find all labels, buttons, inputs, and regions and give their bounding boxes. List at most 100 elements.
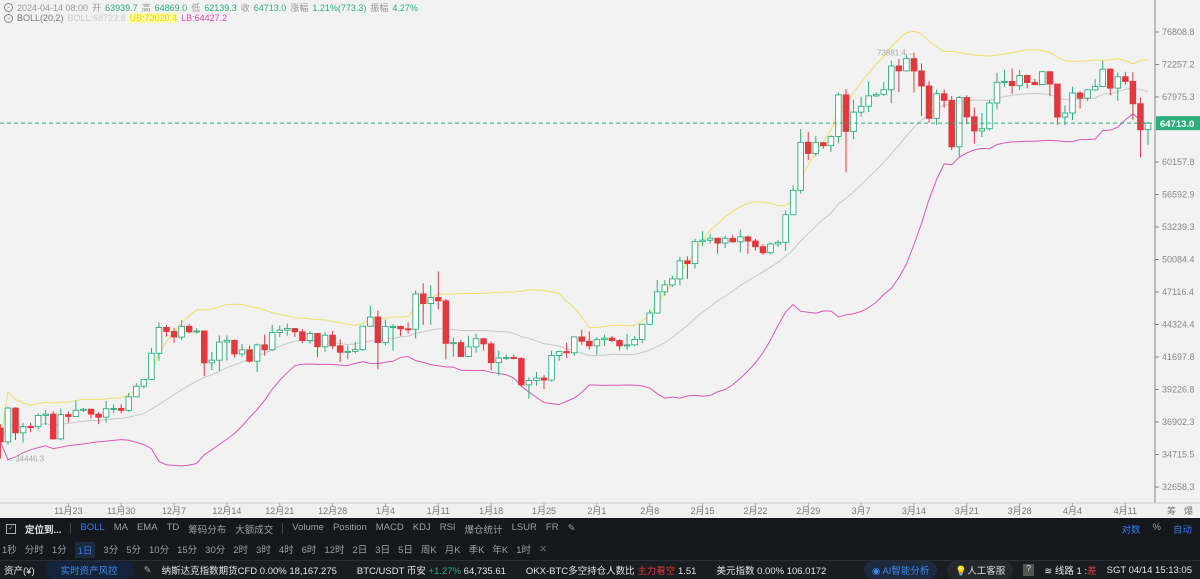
axis-corner-button[interactable]: 筹 bbox=[1167, 505, 1176, 517]
assets-label[interactable]: 资产(¥) bbox=[4, 566, 35, 577]
candle[interactable] bbox=[827, 135, 835, 152]
candle[interactable] bbox=[253, 343, 261, 373]
candle[interactable] bbox=[578, 329, 586, 345]
candle[interactable] bbox=[102, 400, 110, 423]
collapse-icon[interactable]: ⌄ bbox=[4, 3, 13, 12]
candle[interactable] bbox=[1137, 97, 1144, 158]
candle[interactable] bbox=[291, 328, 299, 337]
candle[interactable] bbox=[185, 323, 193, 334]
candle[interactable] bbox=[1039, 71, 1046, 86]
candle[interactable] bbox=[872, 92, 880, 97]
candle[interactable] bbox=[835, 92, 842, 144]
help-icon[interactable]: ? bbox=[1023, 564, 1035, 576]
interval-tab[interactable]: 5分 bbox=[126, 544, 141, 556]
candle[interactable] bbox=[284, 323, 291, 336]
percent-scale-button[interactable]: % bbox=[1152, 521, 1161, 533]
candle[interactable] bbox=[940, 89, 948, 108]
candle[interactable] bbox=[465, 335, 472, 358]
collapse-icon[interactable]: ⌄ bbox=[4, 13, 13, 23]
calendar-icon[interactable]: ✓ bbox=[6, 523, 16, 534]
indicator-筹码分布[interactable]: 筹码分布 bbox=[188, 524, 227, 536]
candle[interactable] bbox=[691, 238, 699, 269]
candle[interactable] bbox=[457, 339, 465, 358]
candle[interactable] bbox=[480, 338, 487, 351]
candle[interactable] bbox=[865, 81, 872, 113]
candle[interactable] bbox=[910, 52, 918, 93]
candle[interactable] bbox=[993, 72, 1001, 110]
candle[interactable] bbox=[888, 60, 895, 104]
candle[interactable] bbox=[548, 350, 555, 382]
candle[interactable] bbox=[857, 96, 865, 117]
boll-name[interactable]: BOLL(20,2) bbox=[17, 13, 64, 23]
candle[interactable] bbox=[306, 330, 314, 344]
candle[interactable] bbox=[986, 99, 993, 131]
candle[interactable] bbox=[163, 324, 170, 337]
candle[interactable] bbox=[706, 233, 714, 244]
interval-tab[interactable]: 6时 bbox=[301, 544, 317, 556]
candle[interactable] bbox=[472, 333, 480, 353]
candle[interactable] bbox=[1023, 74, 1031, 89]
candle[interactable] bbox=[4, 406, 12, 445]
candle[interactable] bbox=[1129, 72, 1137, 121]
candle[interactable] bbox=[314, 333, 321, 358]
candle[interactable] bbox=[117, 404, 125, 414]
pencil-icon[interactable]: ✎ bbox=[143, 564, 152, 576]
interval-tab[interactable]: 1日 bbox=[74, 541, 96, 558]
candle[interactable] bbox=[661, 280, 669, 296]
candle[interactable] bbox=[669, 275, 676, 288]
ticker-nasdaq[interactable]: 纳斯达克指数期货CFD 0.00% 18,167.275 bbox=[162, 563, 337, 577]
candle[interactable] bbox=[231, 339, 238, 358]
interval-tab[interactable]: 2时 bbox=[233, 544, 249, 556]
candle[interactable] bbox=[752, 239, 759, 251]
interval-tab[interactable]: 3日 bbox=[375, 544, 391, 556]
indicator-大额成交[interactable]: 大额成交 bbox=[235, 524, 274, 536]
interval-tab[interactable]: 3时 bbox=[256, 544, 271, 556]
candle[interactable] bbox=[268, 324, 276, 351]
candle[interactable] bbox=[631, 335, 638, 347]
candle[interactable] bbox=[805, 131, 812, 161]
axis-corner-button[interactable]: 爆 bbox=[1184, 505, 1193, 517]
candle[interactable] bbox=[842, 89, 850, 173]
candle[interactable] bbox=[820, 142, 827, 149]
candle[interactable] bbox=[563, 342, 570, 358]
candle[interactable] bbox=[397, 325, 404, 336]
candle[interactable] bbox=[276, 325, 284, 337]
candle[interactable] bbox=[34, 413, 42, 430]
candle[interactable] bbox=[744, 235, 752, 254]
candle[interactable] bbox=[344, 345, 351, 360]
candle[interactable] bbox=[0, 424, 4, 459]
candle[interactable] bbox=[925, 81, 933, 123]
candle[interactable] bbox=[27, 422, 34, 433]
log-scale-button[interactable]: 对数 bbox=[1121, 524, 1141, 536]
candle[interactable] bbox=[487, 341, 495, 371]
candle[interactable] bbox=[789, 185, 797, 216]
candle[interactable] bbox=[1069, 86, 1076, 121]
indicator-td[interactable]: TD bbox=[166, 521, 180, 533]
candle[interactable] bbox=[404, 322, 412, 334]
interval-tab[interactable]: 12时 bbox=[324, 544, 345, 556]
ticker-dxy[interactable]: 美元指数 0.00% 106.0172 bbox=[716, 563, 826, 577]
ticker-btc[interactable]: BTC/USDT 币安 +1.27% 64,735.61 bbox=[357, 563, 506, 577]
candle[interactable] bbox=[737, 229, 744, 253]
candle[interactable] bbox=[1016, 69, 1023, 90]
interval-tab[interactable]: 30分 bbox=[205, 544, 226, 556]
interval-tab[interactable]: 4时 bbox=[278, 544, 294, 556]
ai-analysis-button[interactable]: ◉ AI智能分析 bbox=[864, 561, 938, 579]
candle[interactable] bbox=[729, 234, 737, 243]
candlestick-chart[interactable]: 76808.8 72257.2 67975.3 60157.8 56592.9 53239… bbox=[0, 0, 1200, 518]
candle[interactable] bbox=[223, 335, 231, 361]
sub-indicator-爆仓统计[interactable]: 爆仓统计 bbox=[464, 524, 503, 536]
candle[interactable] bbox=[352, 341, 359, 354]
candle[interactable] bbox=[140, 378, 148, 389]
candle[interactable] bbox=[427, 285, 435, 325]
candle[interactable] bbox=[419, 283, 427, 325]
candle[interactable] bbox=[148, 347, 155, 380]
candle[interactable] bbox=[721, 235, 729, 249]
indicator-ema[interactable]: EMA bbox=[136, 521, 158, 533]
candle[interactable] bbox=[80, 407, 87, 413]
candle[interactable] bbox=[570, 336, 578, 356]
interval-tab[interactable]: 3分 bbox=[103, 544, 119, 556]
candle[interactable] bbox=[1099, 60, 1106, 88]
candle[interactable] bbox=[586, 331, 593, 350]
candle[interactable] bbox=[616, 339, 623, 351]
